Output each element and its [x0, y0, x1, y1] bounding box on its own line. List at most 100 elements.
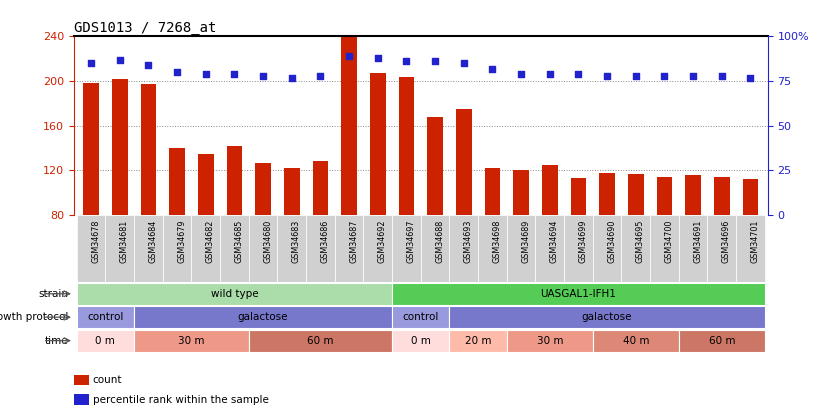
FancyBboxPatch shape	[249, 215, 277, 282]
Bar	[714, 177, 730, 215]
Bar	[313, 162, 328, 215]
Text: time: time	[44, 336, 68, 345]
Text: GSM34683: GSM34683	[291, 220, 300, 263]
Bar	[227, 146, 242, 215]
Text: GSM34679: GSM34679	[177, 220, 186, 263]
Bar	[513, 171, 529, 215]
FancyBboxPatch shape	[679, 215, 708, 282]
FancyBboxPatch shape	[593, 330, 679, 352]
Bar	[686, 175, 701, 215]
Bar	[484, 168, 500, 215]
Text: 40 m: 40 m	[622, 336, 649, 345]
Text: GSM34701: GSM34701	[750, 220, 759, 263]
Text: GSM34681: GSM34681	[120, 220, 129, 263]
Text: growth protocol: growth protocol	[0, 312, 68, 322]
Text: UASGAL1-IFH1: UASGAL1-IFH1	[540, 289, 617, 299]
Point	[371, 55, 384, 61]
Bar	[571, 178, 586, 215]
FancyBboxPatch shape	[364, 215, 392, 282]
FancyBboxPatch shape	[76, 283, 392, 305]
Bar	[628, 174, 644, 215]
Text: 30 m: 30 m	[536, 336, 563, 345]
Text: GSM34699: GSM34699	[579, 220, 588, 263]
Bar	[169, 148, 185, 215]
Text: count: count	[93, 375, 122, 385]
FancyBboxPatch shape	[134, 306, 392, 328]
Point	[515, 71, 528, 77]
Text: GSM34698: GSM34698	[493, 220, 502, 263]
Text: GSM34690: GSM34690	[607, 220, 616, 263]
Point	[142, 62, 155, 68]
Text: GSM34685: GSM34685	[235, 220, 243, 263]
Text: 30 m: 30 m	[178, 336, 204, 345]
FancyBboxPatch shape	[76, 330, 134, 352]
FancyBboxPatch shape	[335, 215, 364, 282]
FancyBboxPatch shape	[277, 215, 306, 282]
Bar	[112, 79, 127, 215]
Point	[400, 58, 413, 65]
FancyBboxPatch shape	[392, 330, 449, 352]
FancyBboxPatch shape	[478, 215, 507, 282]
Point	[744, 74, 757, 81]
Bar	[427, 117, 443, 215]
FancyBboxPatch shape	[191, 215, 220, 282]
FancyBboxPatch shape	[621, 215, 650, 282]
Point	[629, 72, 642, 79]
Point	[600, 72, 613, 79]
Point	[658, 72, 671, 79]
FancyBboxPatch shape	[420, 215, 449, 282]
Bar	[657, 177, 672, 215]
Bar	[542, 165, 557, 215]
FancyBboxPatch shape	[134, 215, 163, 282]
FancyBboxPatch shape	[679, 330, 765, 352]
Text: GSM34688: GSM34688	[435, 220, 444, 263]
Text: 0 m: 0 m	[410, 336, 431, 345]
Point	[85, 60, 98, 66]
Point	[457, 60, 470, 66]
FancyBboxPatch shape	[392, 215, 420, 282]
Bar	[284, 168, 300, 215]
FancyBboxPatch shape	[105, 215, 134, 282]
FancyBboxPatch shape	[249, 330, 392, 352]
FancyBboxPatch shape	[507, 330, 593, 352]
FancyBboxPatch shape	[392, 306, 449, 328]
Bar	[83, 83, 99, 215]
Text: GSM34696: GSM34696	[722, 220, 731, 263]
Text: GSM34678: GSM34678	[91, 220, 100, 263]
FancyBboxPatch shape	[220, 215, 249, 282]
Text: 0 m: 0 m	[95, 336, 116, 345]
Text: control: control	[402, 312, 439, 322]
Text: wild type: wild type	[211, 289, 259, 299]
Text: GSM34692: GSM34692	[378, 220, 387, 263]
Bar	[198, 153, 213, 215]
FancyBboxPatch shape	[593, 215, 621, 282]
Point	[200, 71, 213, 77]
FancyBboxPatch shape	[163, 215, 191, 282]
Text: GSM34691: GSM34691	[693, 220, 702, 263]
Bar	[742, 179, 759, 215]
FancyBboxPatch shape	[449, 330, 507, 352]
Text: GSM34697: GSM34697	[406, 220, 415, 263]
Bar	[140, 85, 156, 215]
Bar	[456, 109, 471, 215]
FancyBboxPatch shape	[708, 215, 736, 282]
Text: galactose: galactose	[582, 312, 632, 322]
Point	[171, 69, 184, 75]
FancyBboxPatch shape	[306, 215, 335, 282]
FancyBboxPatch shape	[76, 215, 105, 282]
Text: percentile rank within the sample: percentile rank within the sample	[93, 395, 268, 405]
Text: control: control	[87, 312, 124, 322]
FancyBboxPatch shape	[507, 215, 535, 282]
Bar	[342, 34, 357, 215]
FancyBboxPatch shape	[564, 215, 593, 282]
Text: strain: strain	[39, 289, 68, 299]
Point	[113, 56, 126, 63]
Point	[715, 72, 728, 79]
Point	[486, 65, 499, 72]
Text: 60 m: 60 m	[709, 336, 735, 345]
Point	[686, 72, 699, 79]
Text: GSM34700: GSM34700	[664, 220, 673, 263]
Text: 60 m: 60 m	[307, 336, 333, 345]
Text: GSM34694: GSM34694	[550, 220, 559, 263]
Point	[285, 74, 298, 81]
